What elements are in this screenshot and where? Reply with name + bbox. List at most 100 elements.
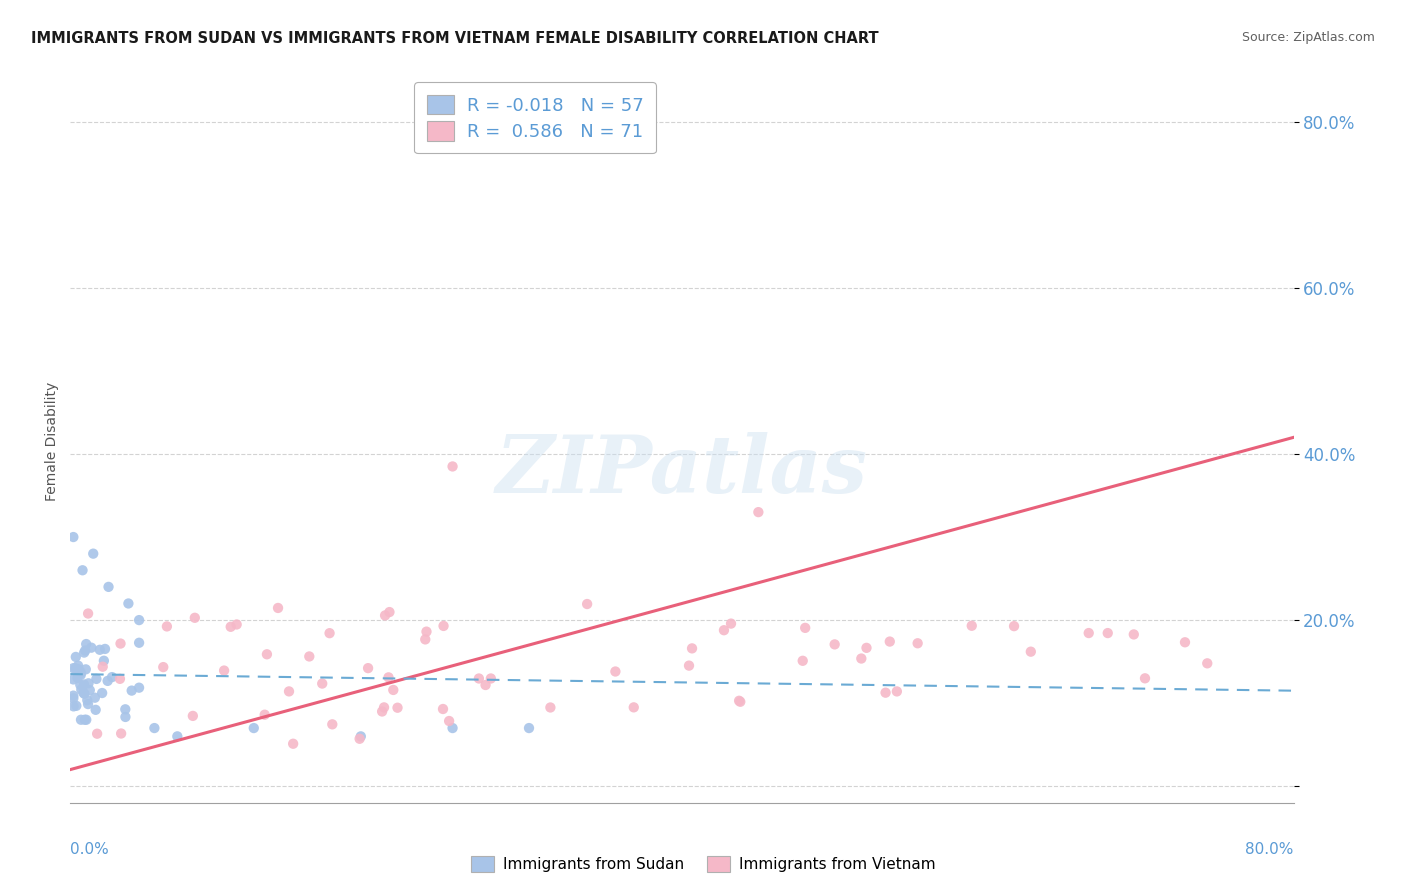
Point [128, 613, 150, 627]
Point [747, 505, 769, 519]
Point [143, 721, 166, 735]
Point [121, 683, 143, 698]
Point [110, 636, 132, 650]
Point [77, 676, 100, 690]
Point [357, 661, 380, 675]
Point [70, 682, 93, 697]
Point [77, 607, 100, 621]
Point [83, 690, 105, 705]
Point [62, 661, 84, 675]
Point [1097, 626, 1119, 640]
Point [156, 619, 179, 633]
Point [62, 689, 84, 703]
Point [75, 713, 97, 727]
Point [108, 672, 131, 686]
Point [73, 677, 96, 691]
Point [713, 624, 735, 638]
Point [65, 649, 87, 664]
Point [1313, 256, 1336, 270]
Text: 80.0%: 80.0% [1246, 842, 1294, 856]
Point [77, 697, 100, 711]
Point [311, 676, 333, 690]
Point [91, 686, 114, 700]
Point [91, 659, 114, 673]
Point [283, 737, 305, 751]
Point [1174, 635, 1197, 649]
Point [441, 721, 464, 735]
Point [97, 580, 120, 594]
Point [66, 671, 89, 685]
Point [517, 721, 540, 735]
Point [1133, 671, 1156, 685]
Point [432, 702, 454, 716]
Point [875, 686, 897, 700]
Point [479, 672, 502, 686]
Point [62, 673, 84, 687]
Point [184, 611, 207, 625]
Legend: Immigrants from Sudan, Immigrants from Vietnam: Immigrants from Sudan, Immigrants from V… [463, 848, 943, 880]
Point [67, 658, 90, 673]
Point [66, 662, 89, 676]
Point [474, 678, 496, 692]
Point [1122, 627, 1144, 641]
Point [73, 713, 96, 727]
Point [907, 636, 929, 650]
Point [374, 608, 396, 623]
Point [62, 691, 84, 706]
Point [681, 641, 703, 656]
Point [855, 640, 877, 655]
Point [879, 634, 901, 648]
Point [69, 678, 91, 692]
Point [851, 651, 873, 665]
Point [73, 687, 96, 701]
Point [86, 727, 108, 741]
Point [75, 637, 97, 651]
Point [225, 617, 247, 632]
Text: 0.0%: 0.0% [70, 842, 110, 856]
Point [267, 601, 290, 615]
Point [80, 640, 103, 655]
Point [181, 709, 204, 723]
Point [605, 665, 627, 679]
Text: IMMIGRANTS FROM SUDAN VS IMMIGRANTS FROM VIETNAM FEMALE DISABILITY CORRELATION C: IMMIGRANTS FROM SUDAN VS IMMIGRANTS FROM… [31, 31, 879, 46]
Point [720, 616, 742, 631]
Point [75, 662, 97, 676]
Point [371, 705, 394, 719]
Point [128, 681, 150, 695]
Point [415, 624, 437, 639]
Point [437, 714, 460, 728]
Point [576, 597, 599, 611]
Point [86, 672, 108, 686]
Point [728, 694, 751, 708]
Point [432, 619, 454, 633]
Point [82, 547, 104, 561]
Point [298, 649, 321, 664]
Point [114, 702, 136, 716]
Point [382, 682, 405, 697]
Point [413, 632, 436, 647]
Point [350, 730, 373, 744]
Point [730, 695, 752, 709]
Point [166, 730, 188, 744]
Point [93, 654, 115, 668]
Point [441, 459, 464, 474]
Point [65, 698, 87, 713]
Point [75, 643, 97, 657]
Point [101, 670, 124, 684]
Point [960, 619, 983, 633]
Point [373, 700, 395, 714]
Point [243, 721, 266, 735]
Point [70, 713, 93, 727]
Point [79, 683, 101, 698]
Point [117, 597, 139, 611]
Point [70, 665, 93, 680]
Legend: R = -0.018   N = 57, R =  0.586   N = 71: R = -0.018 N = 57, R = 0.586 N = 71 [415, 82, 657, 153]
Point [69, 668, 91, 682]
Point [378, 605, 401, 619]
Point [468, 672, 491, 686]
Point [318, 626, 340, 640]
Text: Source: ZipAtlas.com: Source: ZipAtlas.com [1241, 31, 1375, 45]
Point [794, 621, 817, 635]
Y-axis label: Female Disability: Female Disability [45, 382, 59, 501]
Point [1197, 657, 1219, 671]
